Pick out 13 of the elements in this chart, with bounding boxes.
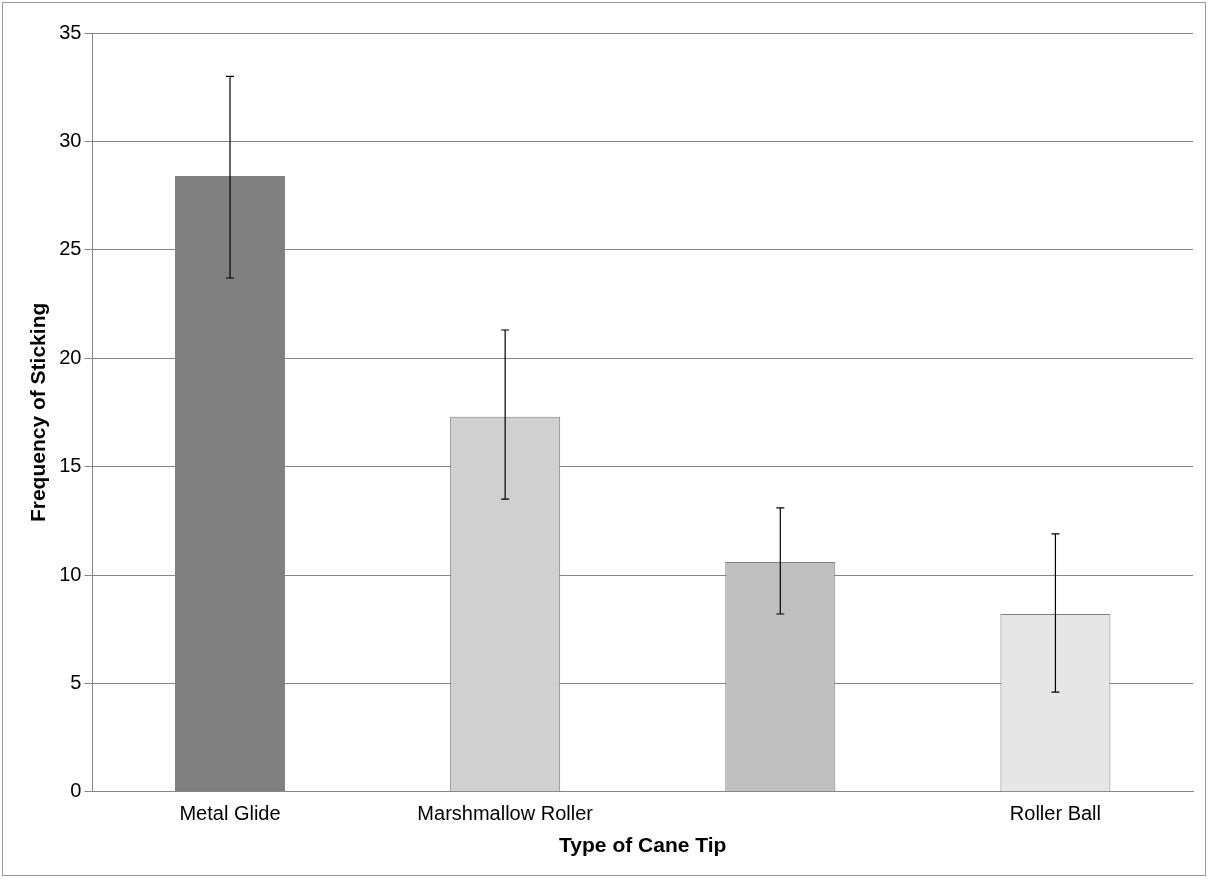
y-tick-label: 30 <box>59 128 82 151</box>
y-tick-label: 5 <box>70 670 82 693</box>
y-tick-label: 20 <box>59 345 82 368</box>
x-tick-label: Marshmallow Roller <box>417 802 594 825</box>
y-tick-label: 15 <box>59 454 82 477</box>
x-axis-title: Type of Cane Tip <box>559 833 727 857</box>
y-tick-label: 10 <box>59 562 82 585</box>
y-tick-label: 0 <box>70 779 82 802</box>
y-axis-title: Frequency of Sticking <box>26 302 50 523</box>
x-tick-label: Roller Ball <box>1009 802 1102 825</box>
x-tick-label: Metal Glide <box>179 802 281 825</box>
y-tick-label: 25 <box>59 237 82 260</box>
y-tick-label: 35 <box>59 20 82 43</box>
